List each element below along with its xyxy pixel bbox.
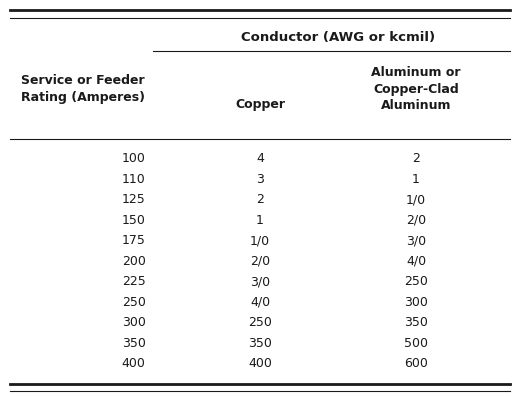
Text: 3: 3 (256, 173, 264, 186)
Text: Copper: Copper (235, 99, 285, 111)
Text: 400: 400 (248, 358, 272, 371)
Text: 300: 300 (122, 316, 146, 329)
Text: 1: 1 (412, 173, 420, 186)
Text: 400: 400 (122, 358, 146, 371)
Text: 4/0: 4/0 (406, 255, 426, 268)
Text: 2/0: 2/0 (406, 214, 426, 227)
Text: 175: 175 (122, 234, 146, 248)
Text: 2: 2 (256, 193, 264, 206)
Text: 200: 200 (122, 255, 146, 268)
Text: 1/0: 1/0 (406, 193, 426, 206)
Text: 3/0: 3/0 (250, 275, 270, 288)
Text: 300: 300 (404, 296, 428, 309)
Text: 150: 150 (122, 214, 146, 227)
Text: 250: 250 (122, 296, 146, 309)
Text: 500: 500 (404, 337, 428, 350)
Text: Aluminum or
Copper-Clad
Aluminum: Aluminum or Copper-Clad Aluminum (371, 66, 461, 112)
Text: 3/0: 3/0 (406, 234, 426, 248)
Text: Conductor (AWG or kcmil): Conductor (AWG or kcmil) (241, 31, 435, 44)
Text: 125: 125 (122, 193, 146, 206)
Text: 100: 100 (122, 152, 146, 165)
Text: 225: 225 (122, 275, 146, 288)
Text: 2: 2 (412, 152, 420, 165)
Text: 4: 4 (256, 152, 264, 165)
Text: 250: 250 (248, 316, 272, 329)
Text: Service or Feeder
Rating (Amperes): Service or Feeder Rating (Amperes) (21, 74, 145, 104)
Text: 110: 110 (122, 173, 146, 186)
Text: 2/0: 2/0 (250, 255, 270, 268)
Text: 4/0: 4/0 (250, 296, 270, 309)
Text: 600: 600 (404, 358, 428, 371)
Text: 350: 350 (248, 337, 272, 350)
Text: 250: 250 (404, 275, 428, 288)
Text: 350: 350 (404, 316, 428, 329)
Text: 350: 350 (122, 337, 146, 350)
Text: 1: 1 (256, 214, 264, 227)
Text: 1/0: 1/0 (250, 234, 270, 248)
